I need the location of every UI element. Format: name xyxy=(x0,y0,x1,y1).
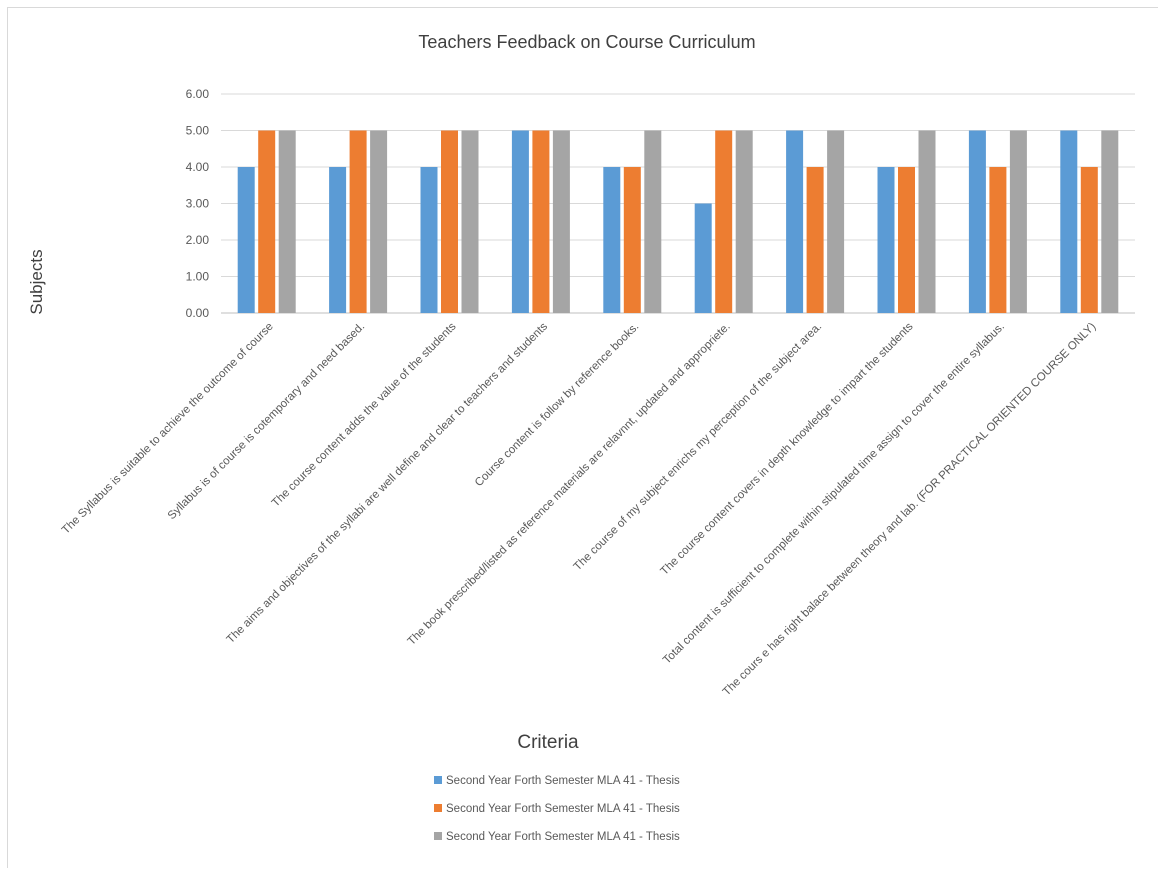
legend: Second Year Forth Semester MLA 41 - Thes… xyxy=(434,775,680,843)
chart-title: Teachers Feedback on Course Curriculum xyxy=(418,32,755,52)
bar xyxy=(806,167,824,313)
bar xyxy=(370,130,388,313)
bar xyxy=(603,167,621,313)
bar xyxy=(694,203,712,313)
bar xyxy=(827,130,845,313)
bar xyxy=(623,167,641,313)
y-axis-label: Subjects xyxy=(27,249,46,314)
bar xyxy=(735,130,753,313)
bar xyxy=(237,167,255,313)
y-tick-label: 1.00 xyxy=(186,270,210,284)
legend-swatch xyxy=(434,804,442,812)
legend-label: Second Year Forth Semester MLA 41 - Thes… xyxy=(446,803,680,815)
bar xyxy=(1009,130,1027,313)
y-tick-label: 3.00 xyxy=(186,197,210,211)
legend-swatch xyxy=(434,832,442,840)
bar xyxy=(1060,130,1078,313)
bar xyxy=(644,130,662,313)
x-tick-label: Total content is sufficient to complete … xyxy=(661,321,1007,667)
bar xyxy=(715,130,733,313)
y-tick-label: 6.00 xyxy=(186,87,210,101)
x-tick-label: The aims and objectives of the syllabi a… xyxy=(225,320,551,646)
bar xyxy=(1080,167,1098,313)
bar xyxy=(898,167,915,313)
y-tick-label: 4.00 xyxy=(186,160,210,174)
legend-swatch xyxy=(434,776,442,784)
x-tick-label: The Syllabus is suitable to achieve the … xyxy=(60,321,276,537)
bar xyxy=(329,167,347,313)
bar xyxy=(258,130,276,313)
legend-label: Second Year Forth Semester MLA 41 - Thes… xyxy=(446,831,680,843)
bar xyxy=(786,130,804,313)
x-tick-label: The course content adds the value of the… xyxy=(270,320,459,509)
x-tick-labels: The Syllabus is suitable to achieve the … xyxy=(60,320,1099,698)
bar xyxy=(420,167,438,313)
y-tick-labels: 0.00 1.00 2.00 3.00 4.00 5.00 6.00 xyxy=(186,87,210,320)
legend-label: Second Year Forth Semester MLA 41 - Thes… xyxy=(446,775,680,787)
bars xyxy=(237,130,1119,313)
y-tick-label: 0.00 xyxy=(186,306,210,320)
bar xyxy=(989,167,1007,313)
x-axis-label: Criteria xyxy=(517,732,579,753)
bar xyxy=(532,130,550,313)
x-tick-label: Course content is follow by reference bo… xyxy=(473,321,642,490)
bar xyxy=(278,130,296,313)
bar xyxy=(461,130,479,313)
bar xyxy=(441,130,458,313)
bar xyxy=(552,130,570,313)
x-tick-label: The cours e has right balace between the… xyxy=(721,321,1099,699)
y-tick-label: 2.00 xyxy=(186,233,210,247)
x-tick-label: The book prescribed/listed as reference … xyxy=(406,321,733,648)
bar xyxy=(918,130,936,313)
x-tick-label: Syllabus is of course is cotemporary and… xyxy=(166,321,368,523)
bar xyxy=(511,130,529,313)
chart-frame xyxy=(7,7,1158,868)
bar xyxy=(968,130,986,313)
bar xyxy=(877,167,895,313)
bar xyxy=(1101,130,1119,313)
bar xyxy=(349,130,367,313)
y-tick-label: 5.00 xyxy=(186,124,210,138)
